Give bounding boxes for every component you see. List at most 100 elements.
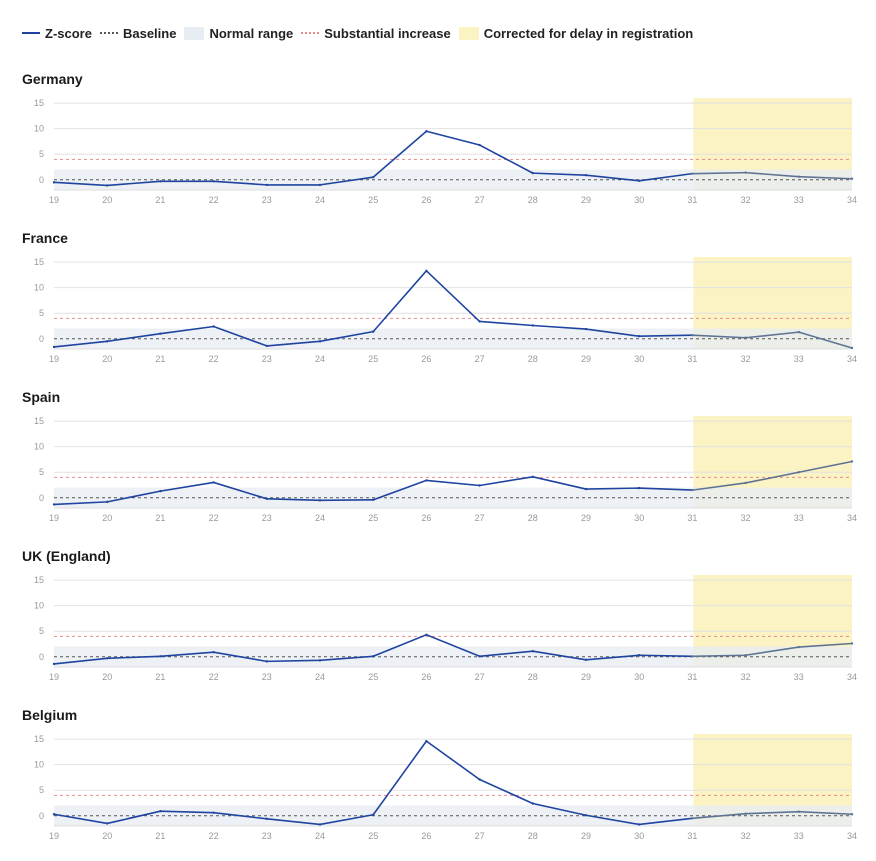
legend-baseline[interactable]: Baseline	[99, 25, 177, 41]
x-tick-label: 33	[794, 354, 804, 364]
legend-zscore[interactable]: Z-score	[22, 26, 92, 41]
x-tick-label: 20	[102, 513, 112, 523]
data-point	[372, 813, 375, 816]
x-tick-label: 25	[368, 831, 378, 841]
panel-title-spain: Spain	[22, 389, 61, 405]
x-tick-label: 23	[262, 195, 272, 205]
x-tick-label: 29	[581, 354, 591, 364]
chart-spain: 0 5 10 15 19 20 21 22 23 24 25 26 27 28 29 30 31 32 33 34	[34, 416, 857, 523]
y-tick-label: 15	[34, 416, 44, 426]
x-tick-label: 29	[581, 513, 591, 523]
data-point	[212, 180, 215, 183]
data-point	[584, 173, 588, 177]
x-tick-label: 25	[368, 354, 378, 364]
x-tick-label: 30	[634, 354, 644, 364]
y-tick-label: 5	[39, 308, 44, 318]
y-tick-label: 10	[34, 283, 44, 293]
data-point	[159, 180, 162, 183]
y-tick-label: 10	[34, 442, 44, 452]
data-point	[265, 183, 268, 187]
x-tick-label: 21	[155, 195, 165, 205]
y-tick-label: 10	[34, 601, 44, 611]
x-tick-label: 28	[528, 195, 538, 205]
data-point	[318, 183, 322, 187]
data-point	[638, 179, 641, 182]
x-tick-label: 30	[634, 195, 644, 205]
x-tick-label: 32	[741, 195, 751, 205]
data-point	[106, 340, 109, 343]
data-point	[478, 484, 481, 487]
x-tick-label: 32	[741, 672, 751, 682]
legend-zscore-label: Z-score	[45, 25, 92, 41]
data-point	[318, 499, 322, 502]
x-tick-label: 27	[475, 513, 485, 523]
data-point	[372, 498, 375, 502]
y-tick-label: 10	[34, 124, 44, 134]
x-tick-label: 19	[49, 195, 59, 205]
data-point	[425, 739, 428, 743]
x-tick-label: 23	[262, 672, 272, 682]
legend-baseline-label: Baseline	[122, 25, 177, 41]
x-tick-label: 31	[687, 195, 697, 205]
data-point	[52, 813, 56, 816]
y-tick-label: 15	[34, 98, 44, 108]
x-tick-label: 27	[475, 354, 485, 364]
y-tick-label: 0	[39, 175, 44, 185]
legend-corrected[interactable]: Corrected for delay in registration	[458, 25, 694, 41]
legend-substantial-increase[interactable]: Substantial increase	[301, 25, 451, 41]
data-point	[584, 658, 588, 662]
panel-title-uk-england: UK (England)	[22, 548, 111, 564]
data-point	[744, 481, 747, 485]
y-tick-label: 0	[39, 493, 44, 503]
x-tick-label: 33	[794, 513, 804, 523]
data-point	[265, 817, 268, 821]
data-point	[531, 171, 534, 175]
data-point	[691, 334, 694, 337]
y-tick-label: 5	[39, 467, 44, 477]
chart-france: 0 5 10 15 19 20 21 22 23 24 25 26 27 28 29 30 31 32 33 34	[34, 257, 857, 364]
x-tick-label: 20	[102, 195, 112, 205]
x-tick-label: 29	[581, 672, 591, 682]
x-tick-label: 29	[581, 831, 591, 841]
x-tick-label: 31	[687, 672, 697, 682]
x-tick-label: 31	[687, 513, 697, 523]
x-tick-label: 25	[368, 672, 378, 682]
x-tick-label: 23	[262, 354, 272, 364]
data-point	[638, 486, 641, 490]
x-tick-label: 22	[209, 195, 219, 205]
data-point	[850, 460, 854, 463]
x-tick-label: 28	[528, 354, 538, 364]
x-tick-label: 24	[315, 513, 325, 523]
zscore-corrected-line	[692, 642, 853, 658]
chart-germany: 0 5 10 15 19 20 21 22 23 24 25 26 27 28 29 30 31 32 33 34	[34, 98, 857, 205]
data-point	[372, 330, 375, 333]
data-point	[106, 500, 109, 504]
data-point	[638, 823, 641, 826]
data-point	[850, 346, 854, 350]
data-point	[318, 659, 322, 662]
data-point	[318, 340, 322, 343]
x-tick-label: 19	[49, 513, 59, 523]
zscore-corrected-line	[692, 810, 853, 820]
x-tick-label: 30	[634, 672, 644, 682]
x-tick-label: 21	[155, 831, 165, 841]
x-tick-label: 33	[794, 672, 804, 682]
data-point	[106, 657, 109, 660]
x-tick-label: 19	[49, 672, 59, 682]
data-point	[531, 475, 534, 479]
x-tick-label: 34	[847, 831, 857, 841]
data-point	[744, 171, 747, 174]
y-tick-label: 5	[39, 785, 44, 795]
legend-normal-range[interactable]: Normal range	[184, 26, 293, 41]
x-tick-label: 28	[528, 672, 538, 682]
x-tick-label: 34	[847, 354, 857, 364]
legend-normal-range-label: Normal range	[209, 25, 294, 41]
legend-substantial-increase-label: Substantial increase	[324, 25, 451, 41]
chart-belgium: 0 5 10 15 19 20 21 22 23 24 25 26 27 28 29 30 31 32 33 34	[34, 734, 857, 841]
x-tick-label: 21	[155, 672, 165, 682]
legend-corrected-label: Corrected for delay in registration	[483, 25, 694, 41]
data-point	[531, 802, 534, 805]
data-point	[691, 488, 694, 492]
x-tick-label: 19	[49, 831, 59, 841]
x-tick-label: 34	[847, 672, 857, 682]
